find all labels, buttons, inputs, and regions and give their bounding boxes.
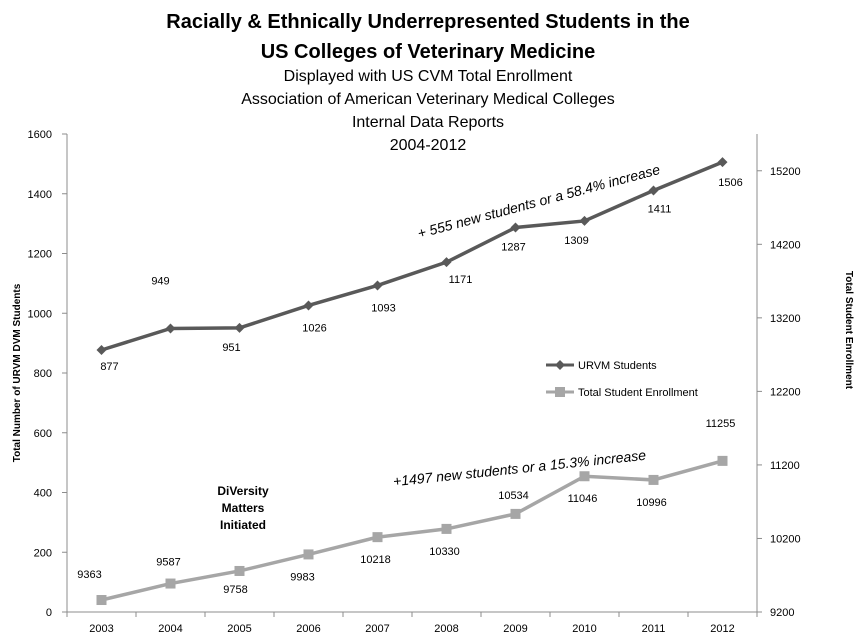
right-axis-title: Total Student Enrollment: [843, 271, 854, 390]
data-label: 10218: [360, 554, 391, 566]
right-tick-label: 9200: [770, 607, 794, 619]
x-tick-label: 2003: [89, 623, 113, 635]
enrollment-point: [579, 471, 590, 482]
urvm-point: [579, 215, 590, 226]
chart-subtitle-line: Association of American Veterinary Medic…: [241, 91, 615, 108]
data-label: 10330: [429, 546, 460, 558]
data-label: 11046: [568, 493, 598, 505]
left-tick-label: 0: [46, 607, 52, 619]
data-label: 877: [100, 361, 118, 373]
legend-marker: [555, 360, 565, 370]
chart-title-line: Racially & Ethnically Underrepresented S…: [166, 11, 689, 33]
enrollment-point: [96, 595, 107, 606]
urvm-point: [441, 257, 452, 268]
x-tick-label: 2009: [503, 623, 527, 635]
left-tick-label: 800: [34, 368, 52, 380]
urvm-point: [234, 322, 245, 333]
urvm-point: [165, 323, 176, 334]
data-label: 9758: [223, 584, 247, 596]
legend-label: Total Student Enrollment: [578, 387, 698, 399]
urvm-point: [717, 157, 728, 168]
chart-subtitle-line: 2004-2012: [390, 137, 467, 154]
data-label: 1309: [564, 235, 588, 247]
data-label: 9363: [77, 569, 101, 581]
x-tick-label: 2006: [296, 623, 320, 635]
legend-label: URVM Students: [578, 360, 657, 372]
data-label: 11255: [706, 418, 736, 430]
right-tick-label: 11200: [770, 460, 800, 472]
data-label: 9983: [290, 571, 314, 583]
enrollment-point: [510, 508, 521, 519]
left-tick-label: 400: [34, 488, 52, 500]
data-label: 951: [222, 342, 240, 354]
chart-title-line: US Colleges of Veterinary Medicine: [261, 41, 596, 63]
data-label: 10534: [498, 490, 529, 502]
chart-subtitle-line: Internal Data Reports: [352, 114, 504, 131]
enrollment-point: [234, 565, 245, 576]
x-tick-label: 2005: [227, 623, 251, 635]
x-tick-label: 2012: [710, 623, 734, 635]
right-tick-label: 12200: [770, 386, 801, 398]
series-line-1: [101, 459, 723, 602]
left-tick-label: 200: [34, 547, 52, 559]
left-tick-label: 1600: [28, 129, 52, 141]
enrollment-point: [165, 578, 176, 589]
annotation-diversity-line: DiVersity: [217, 484, 269, 498]
data-label: 1506: [718, 177, 742, 189]
urvm-point: [648, 185, 659, 196]
urvm-point: [510, 222, 521, 233]
data-label: 9587: [156, 557, 180, 569]
enrollment-point: [717, 455, 728, 466]
annotation-urvm-increase: + 555 new students or a 58.4% increase: [416, 161, 662, 241]
urvm-point: [303, 300, 314, 311]
x-tick-label: 2004: [158, 623, 182, 635]
enrollment-point: [648, 474, 659, 485]
enrollment-point: [303, 549, 314, 560]
annotation-diversity-line: Matters: [222, 501, 265, 515]
right-tick-label: 13200: [770, 313, 801, 325]
x-tick-label: 2011: [642, 623, 666, 635]
right-tick-label: 14200: [770, 239, 801, 251]
x-tick-label: 2008: [434, 623, 458, 635]
chart-subtitle-line: Displayed with US CVM Total Enrollment: [284, 68, 573, 85]
left-tick-label: 1000: [28, 308, 52, 320]
data-label: 1171: [449, 274, 473, 286]
left-tick-label: 1400: [28, 189, 52, 201]
left-axis-title: Total Number of URVM DVM Students: [12, 283, 23, 462]
annotation-enrollment-increase: +1497 new students or a 15.3% increase: [392, 447, 647, 489]
x-tick-label: 2007: [365, 623, 389, 635]
urvm-point: [372, 280, 383, 291]
data-label: 1287: [501, 242, 525, 254]
right-tick-label: 15200: [770, 166, 801, 178]
data-label: 1026: [302, 322, 326, 334]
left-tick-label: 1200: [28, 249, 52, 261]
legend-marker: [555, 387, 565, 397]
left-tick-label: 600: [34, 428, 52, 440]
x-tick-label: 2010: [572, 623, 596, 635]
enrollment-point: [372, 532, 383, 543]
annotation-diversity-line: Initiated: [220, 518, 266, 532]
series-line-0: [100, 160, 724, 352]
urvm-point: [96, 344, 107, 355]
right-tick-label: 10200: [770, 533, 801, 545]
data-label: 949: [151, 275, 169, 287]
data-label: 1411: [648, 203, 672, 215]
enrollment-point: [441, 523, 452, 534]
data-label: 10996: [636, 497, 667, 509]
data-label: 1093: [371, 302, 395, 314]
